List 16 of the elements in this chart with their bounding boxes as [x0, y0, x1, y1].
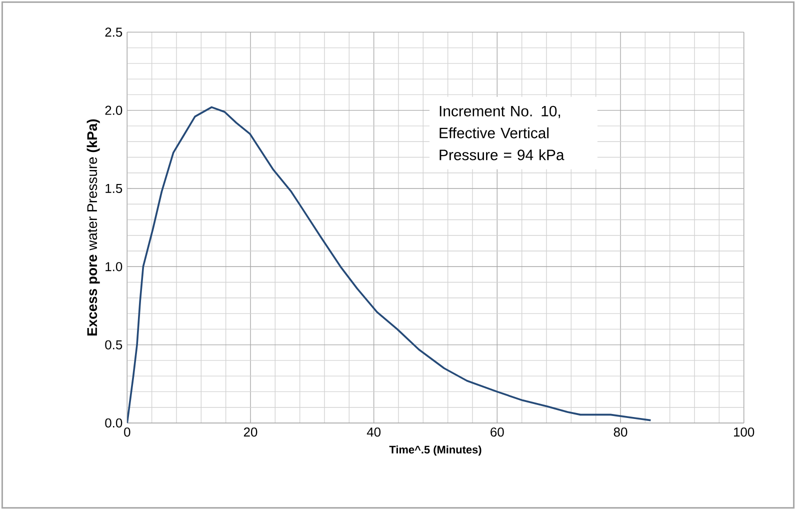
x-tick-label: 100	[734, 427, 754, 437]
y-tick-label: 2.5	[105, 28, 122, 37]
x-tick-label: 0	[124, 427, 130, 437]
x-tick-label: 40	[366, 427, 381, 437]
y-axis-title: Excess pore water Pressure (kPa)	[86, 119, 100, 336]
y-tick-label: 0.0	[105, 418, 122, 428]
x-axis-title: Time^.5 (Minutes)	[389, 445, 482, 456]
y-tick-label: 1.0	[106, 262, 122, 272]
x-tick-label: 20	[244, 427, 258, 437]
y-tick-label: 2.0	[105, 106, 122, 115]
annotation: Increment No. 10, Effective Vertical Pressure = 94 kPa	[440, 106, 564, 160]
y-tick-label: 1.5	[106, 184, 122, 193]
line-series	[127, 106, 652, 423]
y-tick-label: 0.5	[105, 340, 122, 350]
x-tick-label: 60	[490, 427, 504, 437]
x-tick-label: 80	[614, 427, 628, 437]
